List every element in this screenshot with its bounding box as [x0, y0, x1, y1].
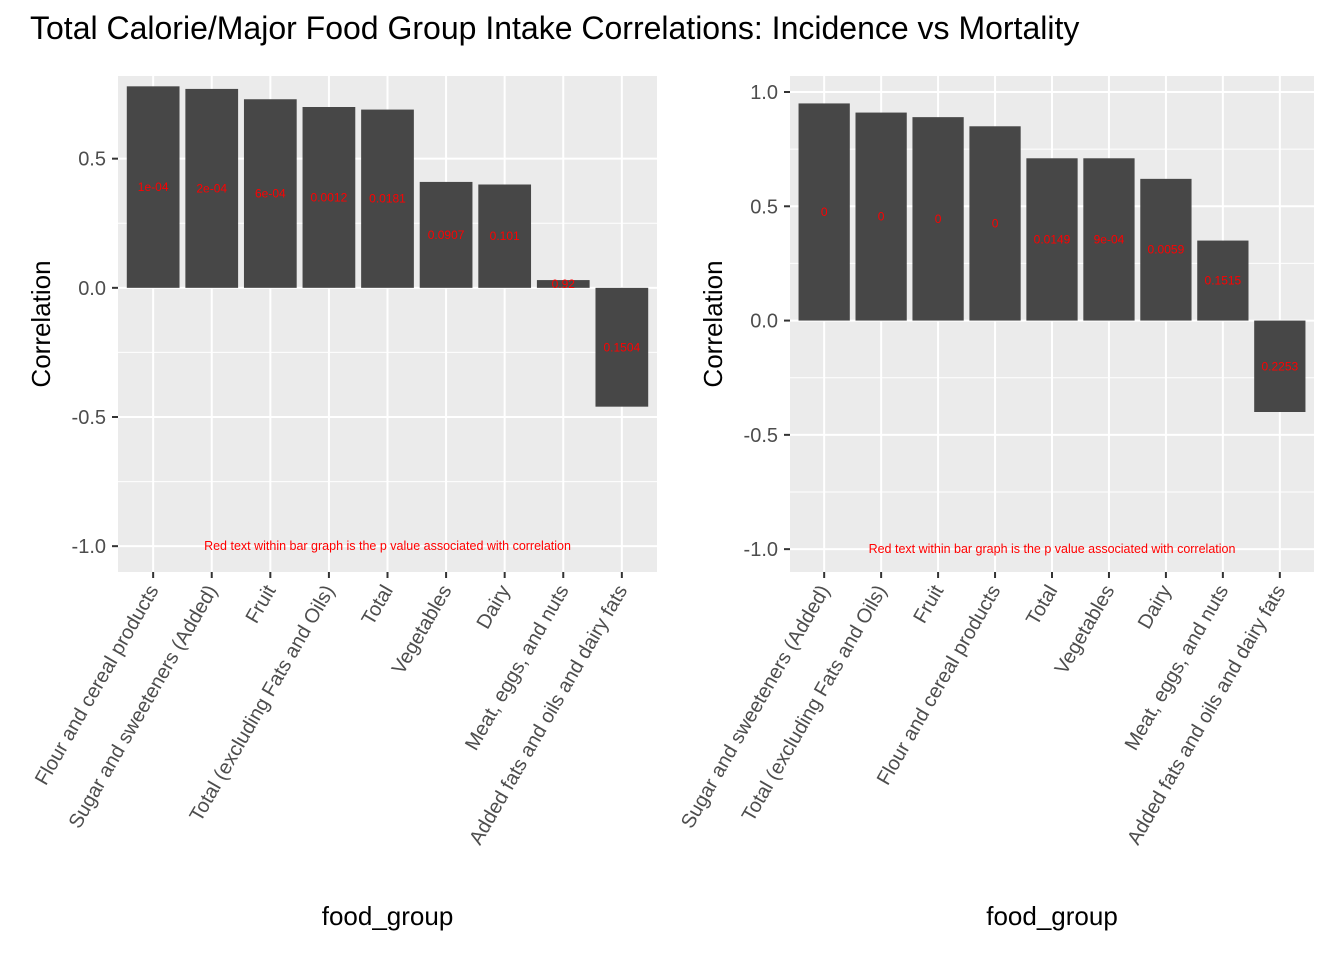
x-axis-title: food_group	[986, 901, 1118, 931]
x-tick-label: Vegetables	[1051, 582, 1120, 679]
bar	[1083, 158, 1135, 321]
p-value-label: 0.1504	[603, 340, 640, 354]
p-value-label: 0.92	[552, 277, 576, 291]
p-value-label: 0.101	[490, 229, 520, 243]
bar	[912, 117, 964, 321]
mortality-chart: 0 0 0 0 0.0149 9e-04 0.0059 0.1515 0.2253 Red tex…	[677, 76, 1314, 931]
bar	[1140, 178, 1192, 321]
y-tick-label: -0.5	[72, 407, 106, 429]
y-tick-label: 0.0	[78, 278, 106, 300]
x-tick-label: Dairy	[473, 582, 515, 633]
p-value-label: 0.0181	[369, 192, 406, 206]
page-title: Total Calorie/Major Food Group Intake Co…	[30, 10, 1080, 46]
p-value-label: 9e-04	[1094, 232, 1125, 246]
bar	[595, 287, 649, 407]
y-tick-label: -1.0	[72, 536, 106, 558]
bar	[798, 103, 850, 321]
p-value-label: 0	[821, 205, 828, 219]
chart-annotation: Red text within bar graph is the p value…	[204, 539, 571, 553]
bar	[126, 86, 180, 288]
x-tick-label: Dairy	[1134, 582, 1176, 633]
bar	[855, 112, 907, 321]
bar	[243, 99, 297, 288]
bar	[969, 126, 1021, 321]
bar	[478, 184, 532, 288]
bar	[1026, 158, 1078, 321]
x-tick-label: Total	[358, 582, 398, 630]
x-tick-label: Vegetables	[388, 582, 457, 679]
y-tick-label: 0.5	[78, 149, 106, 171]
y-tick-label: 0.0	[750, 311, 778, 333]
y-axis-title: Correlation	[26, 260, 56, 387]
x-tick-label: Fruit	[909, 581, 948, 627]
x-tick-label: Meat, eggs, and nuts	[461, 582, 573, 755]
x-tick-label: Flour and cereal products	[873, 582, 1005, 789]
bar	[536, 280, 590, 288]
bar	[185, 88, 239, 288]
bar	[419, 181, 473, 288]
p-value-label: 2e-04	[196, 181, 227, 195]
p-value-label: 0.0059	[1148, 243, 1185, 257]
p-value-label: 0.1515	[1205, 274, 1242, 288]
y-tick-label: 1.0	[750, 82, 778, 104]
incidence-chart: 1e-04 2e-04 6e-04 0.0012 0.0181 0.0907 0.101 0.…	[26, 76, 657, 931]
p-value-label: 0	[878, 210, 885, 224]
p-value-label: 0	[935, 212, 942, 226]
x-tick-label: Meat, eggs, and nuts	[1121, 582, 1233, 755]
x-tick-label: Total	[1022, 582, 1062, 630]
bar	[1254, 320, 1306, 412]
bar	[1197, 240, 1249, 321]
chart-annotation: Red text within bar graph is the p value…	[869, 542, 1236, 556]
p-value-label: 1e-04	[138, 180, 169, 194]
p-value-label: 0.2253	[1261, 359, 1298, 373]
p-value-label: 0	[992, 216, 999, 230]
y-tick-label: -0.5	[744, 425, 778, 447]
p-value-label: 0.0149	[1034, 232, 1071, 246]
bar	[302, 107, 356, 288]
p-value-label: 0.0012	[311, 190, 348, 204]
p-value-label: 6e-04	[255, 187, 286, 201]
x-tick-label: Fruit	[242, 581, 281, 627]
y-tick-label: 0.5	[750, 196, 778, 218]
x-axis-title: food_group	[322, 901, 454, 931]
p-value-label: 0.0907	[428, 228, 465, 242]
y-tick-label: -1.0	[744, 539, 778, 561]
bar	[361, 109, 414, 288]
y-axis-title: Correlation	[698, 260, 728, 387]
